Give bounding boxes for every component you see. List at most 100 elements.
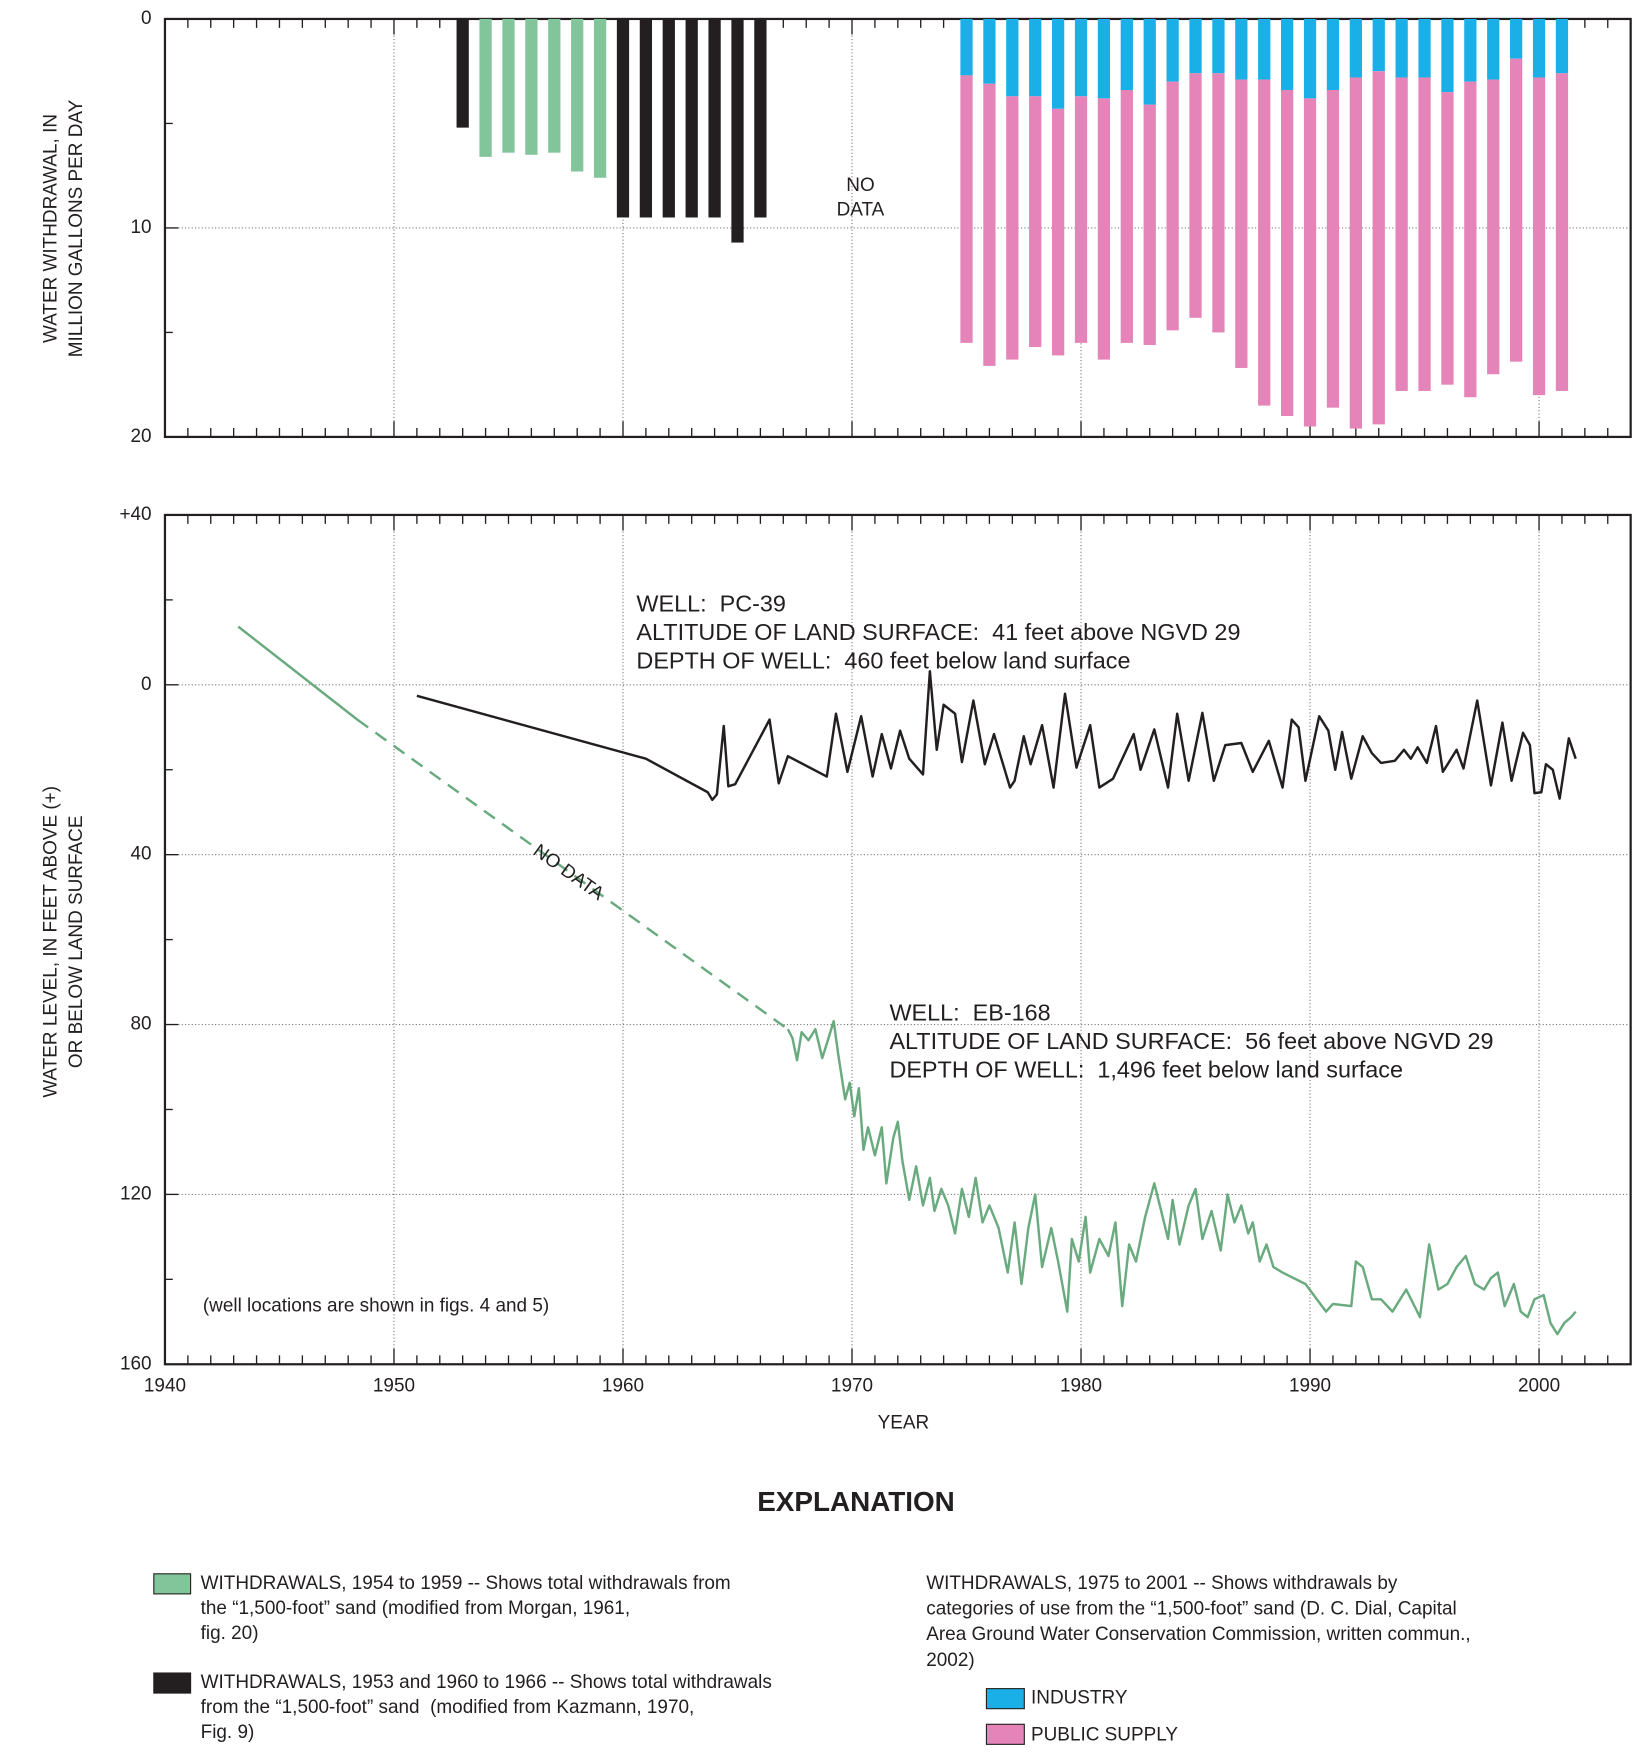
bar (1303, 98, 1317, 427)
y-axis-label: MILLION GALLONS PER DAY (66, 99, 87, 357)
bar (1143, 18, 1156, 105)
bar (960, 18, 973, 76)
y-tick-label: 120 (120, 1183, 152, 1204)
legend-label: Fig. 9) (201, 1722, 255, 1743)
legend-label: from the “1,500-foot” sand (modified fro… (201, 1697, 695, 1718)
legend-note: 2002) (926, 1650, 974, 1671)
bar (1510, 58, 1523, 362)
legend-label: INDUSTRY (1031, 1688, 1128, 1709)
bar (502, 18, 515, 153)
bar (1532, 18, 1546, 78)
bar (1555, 18, 1569, 74)
bar (1097, 98, 1111, 360)
bar (1441, 18, 1454, 93)
bar (1006, 18, 1019, 97)
bar (571, 18, 584, 172)
bar (1303, 18, 1317, 99)
x-axis-label: YEAR (878, 1412, 930, 1433)
y-tick-label: 20 (131, 426, 152, 447)
bar (1510, 18, 1523, 59)
well-label: ALTITUDE OF LAND SURFACE: 41 feet above … (636, 619, 1240, 645)
legend-title: EXPLANATION (757, 1486, 955, 1517)
bar (1418, 77, 1431, 391)
bar (983, 18, 996, 84)
bar (960, 75, 973, 343)
bar (1166, 18, 1179, 82)
x-tick-label: 1950 (373, 1376, 415, 1397)
bar (1212, 73, 1225, 333)
legend-swatch (985, 1723, 1025, 1745)
bar (593, 18, 607, 178)
bar (1464, 18, 1477, 82)
bar (1395, 77, 1408, 391)
y-tick-label: 0 (141, 8, 152, 29)
bar (1212, 18, 1225, 74)
y-axis-label: WATER LEVEL, IN FEET ABOVE (+) (40, 786, 61, 1098)
y-tick-label: 0 (141, 674, 152, 695)
y-tick-label: 160 (120, 1353, 152, 1374)
bar (1166, 81, 1179, 331)
bar (548, 18, 561, 153)
bar (616, 18, 630, 218)
well-label: WELL: PC-39 (636, 590, 786, 616)
x-tick-label: 1970 (831, 1376, 873, 1397)
bar (639, 18, 653, 218)
bar (525, 18, 538, 155)
x-tick-label: 1940 (144, 1376, 186, 1397)
bar (1281, 90, 1294, 417)
bar (1235, 18, 1248, 80)
bar (1326, 18, 1340, 91)
bar (1326, 90, 1340, 408)
bar (1143, 104, 1156, 345)
bar (1487, 79, 1500, 375)
line-label: NO DATA (529, 840, 608, 905)
bar (1372, 18, 1385, 72)
bar (1372, 71, 1385, 425)
y-tick-label: 10 (131, 217, 152, 238)
figure-body: 0 10 20 WATER WITHDRAWAL, IN MILLION GALLONS… (40, 8, 1632, 1745)
bar (708, 18, 721, 218)
bar (1258, 79, 1271, 406)
bar (1349, 18, 1362, 78)
bar (731, 18, 744, 243)
bar (1235, 79, 1248, 368)
x-tick-label: 1960 (602, 1376, 644, 1397)
bar (1189, 18, 1202, 74)
annotation: DATA (837, 200, 885, 221)
well-label: WELL: EB-168 (889, 999, 1050, 1025)
legend-label: the “1,500-foot” sand (modified from Mor… (201, 1598, 630, 1619)
y-tick-label: +40 (119, 504, 151, 525)
legend-note: categories of use from the “1,500-foot” … (926, 1598, 1457, 1619)
x-tick-label: 1990 (1289, 1376, 1331, 1397)
bar (1418, 18, 1431, 78)
x-tick-label: 1980 (1060, 1376, 1102, 1397)
bar (754, 18, 767, 218)
bar (1097, 18, 1111, 99)
y-axis-label: WATER WITHDRAWAL, IN (40, 114, 61, 343)
line-series (416, 669, 1577, 802)
plot-frame (163, 513, 1632, 1366)
bar (662, 18, 675, 218)
bar (479, 18, 492, 157)
legend-label: WITHDRAWALS, 1953 and 1960 to 1966 -- Sh… (201, 1672, 772, 1693)
y-axis-label: OR BELOW LAND SURFACE (66, 816, 87, 1069)
bar (1258, 18, 1271, 80)
plot-frame (163, 17, 1632, 439)
bar (1029, 96, 1042, 348)
bar (1074, 96, 1088, 343)
bar (1051, 18, 1065, 109)
bar (1395, 18, 1408, 78)
bar (1120, 18, 1133, 91)
bar (1532, 77, 1546, 396)
legend-swatch (153, 1672, 192, 1694)
bar (1189, 73, 1202, 318)
legend-label: PUBLIC SUPPLY (1031, 1724, 1178, 1745)
y-tick-label: 40 (131, 844, 152, 865)
bar (1487, 18, 1500, 80)
bar (685, 18, 698, 218)
well-label: ALTITUDE OF LAND SURFACE: 56 feet above … (889, 1028, 1493, 1054)
y-tick-label: 80 (131, 1014, 152, 1035)
line-series (237, 625, 1577, 1336)
bar (1555, 73, 1569, 391)
legend-note: Area Ground Water Conservation Commissio… (926, 1624, 1470, 1645)
